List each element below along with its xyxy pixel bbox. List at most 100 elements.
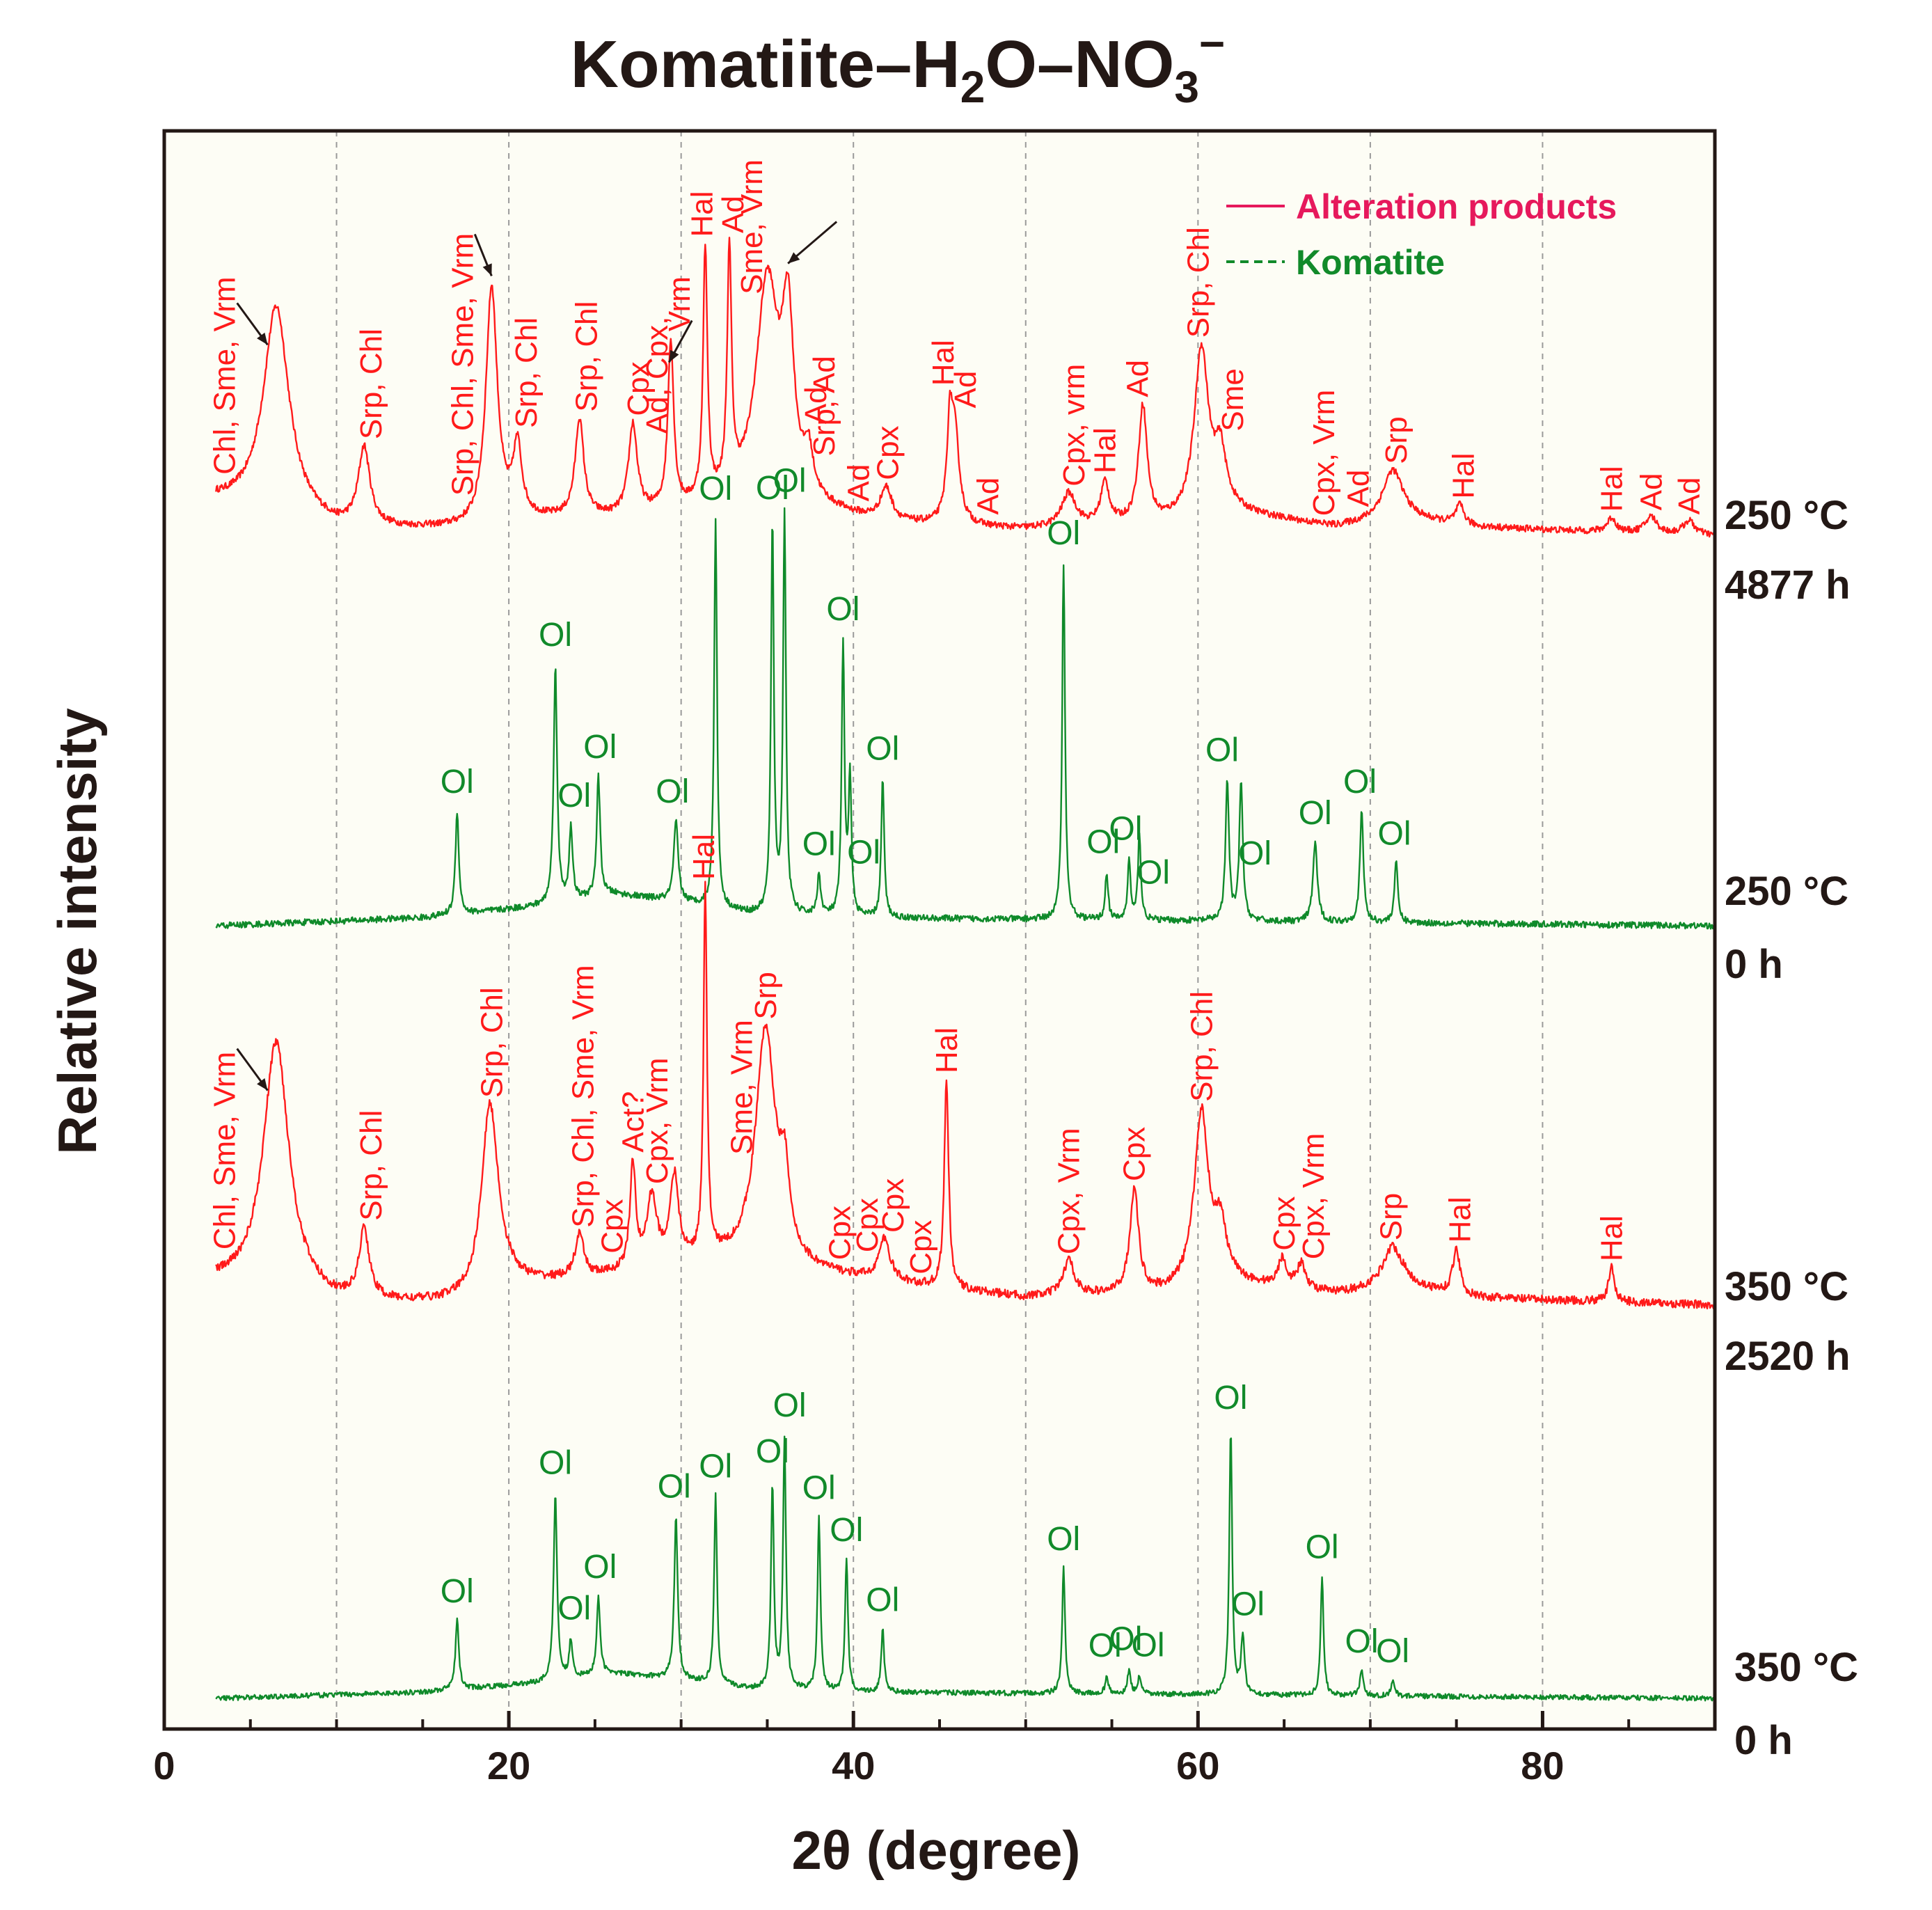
peak-label-2-55: Cpx [596, 1199, 630, 1254]
peak-label-2-73: Hal [1595, 1215, 1629, 1261]
title-subscript-2: 3 [1174, 62, 1199, 112]
peak-label-1-45: Ol [1137, 854, 1170, 891]
peak-label-1-40: Ol [847, 835, 880, 871]
peak-label-3-74: Ol [441, 1573, 474, 1610]
peak-label-3-85: Ol [1047, 1521, 1080, 1558]
peak-label-0-17: Ad [971, 477, 1005, 515]
title-superscript: − [1199, 19, 1225, 69]
peak-label-2-56: Act? [616, 1091, 650, 1153]
peak-label-0-14: Cpx [871, 425, 905, 480]
trace-4 [215, 1435, 1715, 1702]
peak-label-3-81: Ol [773, 1387, 807, 1424]
peak-label-0-16: Ad [949, 371, 983, 409]
peak-label-0-22: Sme [1216, 368, 1250, 431]
peak-label-2-58: Hal [687, 834, 721, 880]
peak-label-0-12: Ad [799, 386, 833, 424]
legend-label-komatite: Komatite [1296, 243, 1445, 282]
peak-label-0-19: Hal [1088, 427, 1123, 473]
peak-label-1-50: Ol [1378, 816, 1411, 853]
peak-label-0-1: Srp, Chl [354, 329, 388, 439]
trace-2 [215, 507, 1716, 930]
legend-label-alteration: Alteration products [1296, 187, 1617, 226]
y-axis-label: Relative intensity [47, 708, 108, 1155]
peak-arrowhead-0 [257, 332, 268, 345]
tick-label-20: 20 [487, 1744, 530, 1787]
peak-label-3-84: Ol [866, 1581, 899, 1618]
peak-label-3-83: Ol [830, 1512, 863, 1549]
peak-label-2-60: Srp [749, 972, 783, 1019]
peak-label-3-90: Ol [1231, 1586, 1265, 1623]
peak-label-1-43: Ol [1086, 824, 1120, 861]
tick-label-0: 0 [153, 1744, 175, 1787]
peak-label-1-44: Ol [1109, 810, 1142, 847]
peak-annotations: Chl, Sme, Vrm Srp, Chl Srp, Chl, Sme, Vrm S… [208, 159, 1707, 1670]
peak-label-3-91: Ol [1306, 1529, 1339, 1566]
peak-label-0-0: Chl, Sme, Vrm [208, 276, 242, 474]
peak-label-2-65: Hal [930, 1027, 964, 1073]
peak-label-3-75: Ol [539, 1445, 572, 1482]
peak-label-0-18: Cpx, vrm [1057, 364, 1091, 487]
peak-label-3-87: Ol [1109, 1621, 1142, 1658]
peak-label-2-54: Srp, Chl, Sme, Vrm [567, 965, 601, 1227]
peak-label-1-47: Ol [1238, 835, 1272, 872]
peak-arrowhead-2 [482, 263, 492, 276]
peak-arrowhead-51 [257, 1078, 268, 1091]
peak-label-3-82: Ol [802, 1470, 836, 1507]
trace-label-temp-2: 250 °C [1725, 869, 1848, 914]
peak-label-3-80: Ol [756, 1433, 789, 1470]
title-subscript-1: 2 [960, 62, 985, 112]
peak-label-0-26: Hal [1447, 453, 1481, 499]
title-prefix: Komatiite–H [571, 27, 960, 102]
legend: Alteration products Komatite [1226, 187, 1617, 282]
trace-label-time-3: 2520 h [1725, 1334, 1851, 1379]
peak-label-0-10: Sme, Vrm [735, 159, 769, 294]
peak-label-2-64: Cpx [904, 1220, 938, 1274]
peak-arrowhead-7 [669, 349, 679, 363]
peak-label-0-25: Srp [1379, 416, 1414, 464]
peak-label-1-42: Ol [1047, 515, 1080, 552]
peak-label-0-8: Hal [685, 191, 719, 237]
peak-label-1-30: Ol [441, 764, 474, 800]
peak-label-3-92: Ol [1345, 1623, 1379, 1660]
peak-label-1-41: Ol [866, 731, 899, 768]
peak-label-0-15: Hal [926, 340, 960, 386]
peak-label-0-23: Cpx, Vrm [1307, 390, 1341, 516]
peak-label-2-52: Srp, Chl [354, 1110, 388, 1221]
peak-label-1-46: Ol [1205, 732, 1239, 768]
peak-label-2-57: Cpx, Vrm [640, 1057, 674, 1184]
peak-label-2-59: Sme, Vrm [724, 1020, 759, 1155]
peak-label-1-49: Ol [1343, 764, 1377, 800]
trace-label-temp-4: 350 °C [1734, 1645, 1858, 1690]
peak-label-0-9: Ad [716, 196, 750, 233]
plot-area [164, 131, 1715, 1729]
peak-label-2-53: Srp, Chl [475, 987, 509, 1098]
peak-label-1-35: Ol [699, 471, 732, 507]
peak-label-3-79: Ol [699, 1448, 732, 1485]
peak-label-2-70: Cpx, Vrm [1297, 1133, 1331, 1260]
peak-label-3-86: Ol [1088, 1627, 1122, 1664]
trace-label-time-4: 0 h [1734, 1718, 1793, 1763]
peak-label-0-20: Ad [1121, 360, 1155, 397]
peak-label-0-24: Ad [1342, 470, 1376, 507]
peak-label-1-34: Ol [656, 773, 689, 810]
peak-label-1-48: Ol [1299, 795, 1332, 832]
trace-labels: 250 °C 4877 h 250 °C 0 h 350 °C 2520 h 3… [1725, 493, 1858, 1763]
trace-label-time-1: 4877 h [1725, 562, 1851, 608]
peak-label-1-36: Ol [756, 470, 789, 507]
peak-label-0-13: Ad [842, 464, 876, 502]
trace-label-temp-3: 350 °C [1725, 1264, 1848, 1309]
peak-label-2-63: Cpx [876, 1178, 910, 1233]
peak-label-1-37: Ol [773, 462, 807, 499]
peak-label-2-72: Hal [1443, 1197, 1478, 1242]
peak-label-0-27: Hal [1595, 466, 1629, 512]
peak-label-2-62: Cpx [850, 1198, 885, 1252]
tick-label-40: 40 [832, 1744, 875, 1787]
peak-label-3-88: Ol [1132, 1627, 1165, 1664]
peak-label-2-61: Cpx [823, 1206, 857, 1260]
peak-label-3-76: Ol [557, 1591, 591, 1627]
peak-label-0-2: Srp, Chl, Sme, Vrm [445, 233, 480, 496]
peak-label-3-77: Ol [583, 1549, 617, 1586]
peak-label-3-89: Ol [1214, 1380, 1247, 1416]
tick-label-60: 60 [1176, 1744, 1219, 1787]
peak-arrowhead-11 [788, 252, 800, 264]
